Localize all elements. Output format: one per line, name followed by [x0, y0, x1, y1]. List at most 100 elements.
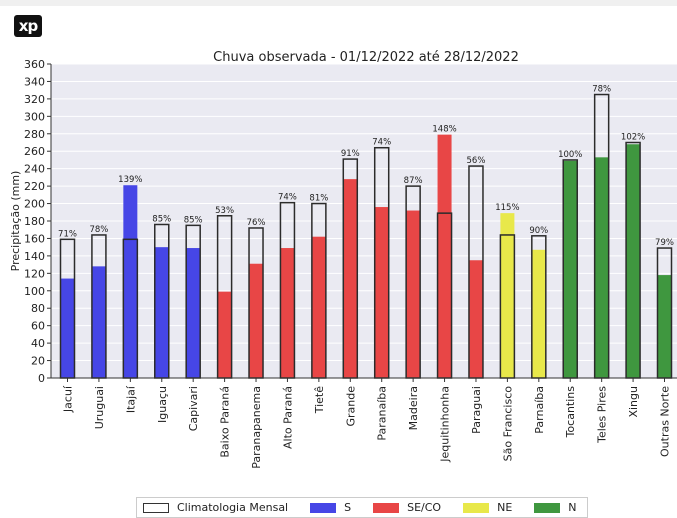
observed-bar [374, 207, 389, 378]
x-tick-label: Tocantins [564, 386, 577, 439]
x-tick-label: Paraguai [470, 386, 483, 434]
x-tick-label: Madeira [407, 386, 420, 430]
x-tick-label: Baixo Paraná [219, 386, 232, 458]
pct-label: 79% [655, 238, 674, 248]
pct-label: 56% [467, 156, 486, 166]
observed-bar [563, 160, 578, 378]
observed-bar [217, 291, 232, 378]
x-tick-label: Iguaçu [156, 386, 169, 423]
legend-item-ne: NE [463, 501, 512, 514]
pct-label: 85% [152, 214, 171, 224]
pct-label: 139% [118, 175, 142, 185]
chart-legend: Climatologia Mensal S SE/CO NE N [136, 497, 588, 518]
rainfall-chart: 0 20 40 60 80 100 120 140 160 180 200 220 240 260 280 3… [9, 50, 677, 469]
pct-label: 78% [89, 225, 108, 235]
x-tick-label: Paranapanema [250, 386, 263, 469]
legend-label-ne: NE [497, 501, 513, 514]
pct-label: 87% [404, 176, 423, 186]
y-tick-label: 220 [24, 180, 45, 193]
y-axis-label: Precipitação (mm) [9, 171, 22, 272]
y-tick-label: 340 [24, 75, 45, 88]
x-tick-label: Itajaí [124, 385, 137, 413]
pct-label: 90% [529, 226, 548, 236]
y-tick-label: 100 [24, 285, 45, 298]
x-tick-label: São Francisco [501, 386, 514, 462]
y-tick-label: 60 [31, 320, 45, 333]
x-tick-label: Alto Paraná [281, 386, 294, 449]
y-tick-label: 80 [31, 302, 45, 315]
legend-label-n: N [568, 501, 577, 514]
y-tick-label: 120 [24, 267, 45, 280]
y-tick-label: 140 [24, 250, 45, 263]
observed-bar [500, 213, 515, 378]
y-tick-label: 300 [24, 110, 45, 123]
observed-bar [249, 263, 264, 378]
pct-label: 53% [215, 206, 234, 216]
pct-label: 74% [278, 193, 297, 203]
logo-text: xp [18, 17, 38, 35]
observed-bar [657, 275, 672, 378]
legend-item-s: S [310, 501, 351, 514]
y-tick-label: 180 [24, 215, 45, 228]
legend-swatch-n [534, 502, 561, 513]
observed-bar [60, 278, 75, 378]
pct-label: 100% [558, 150, 582, 160]
observed-bar [311, 236, 326, 378]
observed-bar [154, 247, 169, 378]
y-tick-label: 40 [31, 337, 45, 350]
pct-label: 81% [309, 194, 328, 204]
x-tick-label: Teles Pires [596, 386, 609, 444]
pct-label: 148% [432, 125, 456, 135]
pct-label: 76% [247, 218, 266, 228]
pct-label: 85% [184, 215, 203, 225]
x-tick-label: Jequitinhonha [439, 386, 452, 463]
x-tick-label: Uruguai [93, 386, 106, 429]
observed-bar [186, 248, 201, 378]
legend-swatch-ne [463, 502, 490, 513]
y-tick-label: 20 [31, 355, 45, 368]
x-tick-label: Grande [344, 386, 357, 427]
legend-swatch-seco [373, 502, 400, 513]
legend-label-seco: SE/CO [407, 501, 442, 514]
x-tick-label: Parnaíba [533, 386, 546, 434]
y-tick-label: 0 [38, 372, 45, 385]
observed-bar [406, 210, 421, 378]
y-tick-label: 260 [24, 145, 45, 158]
pct-label: 115% [495, 203, 519, 213]
x-tick-label: Capivari [187, 386, 200, 431]
legend-label-s: S [344, 501, 352, 514]
x-tick-label: Jacuí [62, 385, 75, 413]
x-tick-label: Outras Norte [659, 386, 672, 457]
legend-item-n: N [534, 501, 577, 514]
observed-bar [531, 249, 546, 378]
y-tick-label: 280 [24, 128, 45, 141]
observed-bar [343, 179, 358, 378]
top-bar [0, 0, 677, 6]
y-tick-label: 200 [24, 198, 45, 211]
pct-label: 102% [621, 133, 645, 143]
y-tick-label: 160 [24, 232, 45, 245]
observed-bar [468, 260, 483, 378]
legend-label-climatologia: Climatologia Mensal [177, 501, 289, 514]
pct-label: 71% [58, 229, 77, 239]
chart-title: Chuva observada - 01/12/2022 até 28/12/2… [213, 50, 519, 65]
observed-bar [594, 157, 609, 378]
pct-label: 74% [372, 138, 391, 148]
y-tick-label: 240 [24, 163, 45, 176]
observed-bar [280, 248, 295, 378]
observed-bar [123, 185, 138, 378]
legend-item-seco: SE/CO [373, 501, 441, 514]
legend-swatch-s [310, 502, 337, 513]
x-tick-label: Paranaíba [376, 386, 389, 441]
observed-bar [91, 266, 106, 378]
pct-label: 78% [592, 85, 611, 95]
y-tick-label: 320 [24, 93, 45, 106]
legend-item-climatologia: Climatologia Mensal [143, 501, 288, 514]
observed-bar [626, 144, 641, 378]
y-tick-label: 360 [24, 58, 45, 71]
observed-bar [437, 134, 452, 378]
x-tick-label: Tietê [313, 386, 326, 415]
x-tick-label: Xingu [627, 386, 640, 418]
pct-label: 91% [341, 149, 360, 159]
xp-logo: xp [14, 15, 42, 37]
